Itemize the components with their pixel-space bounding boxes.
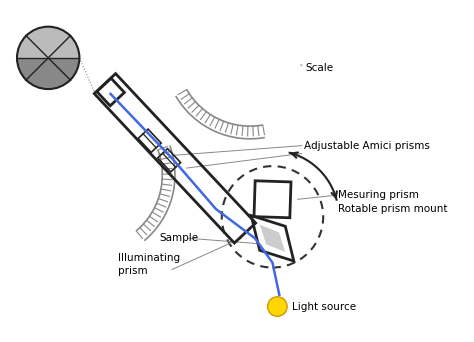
Text: Sample: Sample xyxy=(159,233,199,243)
Text: Rotable prism mount: Rotable prism mount xyxy=(338,204,447,214)
Text: Illuminating
prism: Illuminating prism xyxy=(118,253,181,276)
Text: Light source: Light source xyxy=(292,302,356,312)
Text: Scale: Scale xyxy=(306,63,334,73)
Polygon shape xyxy=(260,225,285,252)
Wedge shape xyxy=(17,27,80,58)
Text: Mesuring prism: Mesuring prism xyxy=(338,190,419,200)
Text: Adjustable Amici prisms: Adjustable Amici prisms xyxy=(304,141,429,150)
Wedge shape xyxy=(17,58,80,89)
Circle shape xyxy=(268,297,287,316)
